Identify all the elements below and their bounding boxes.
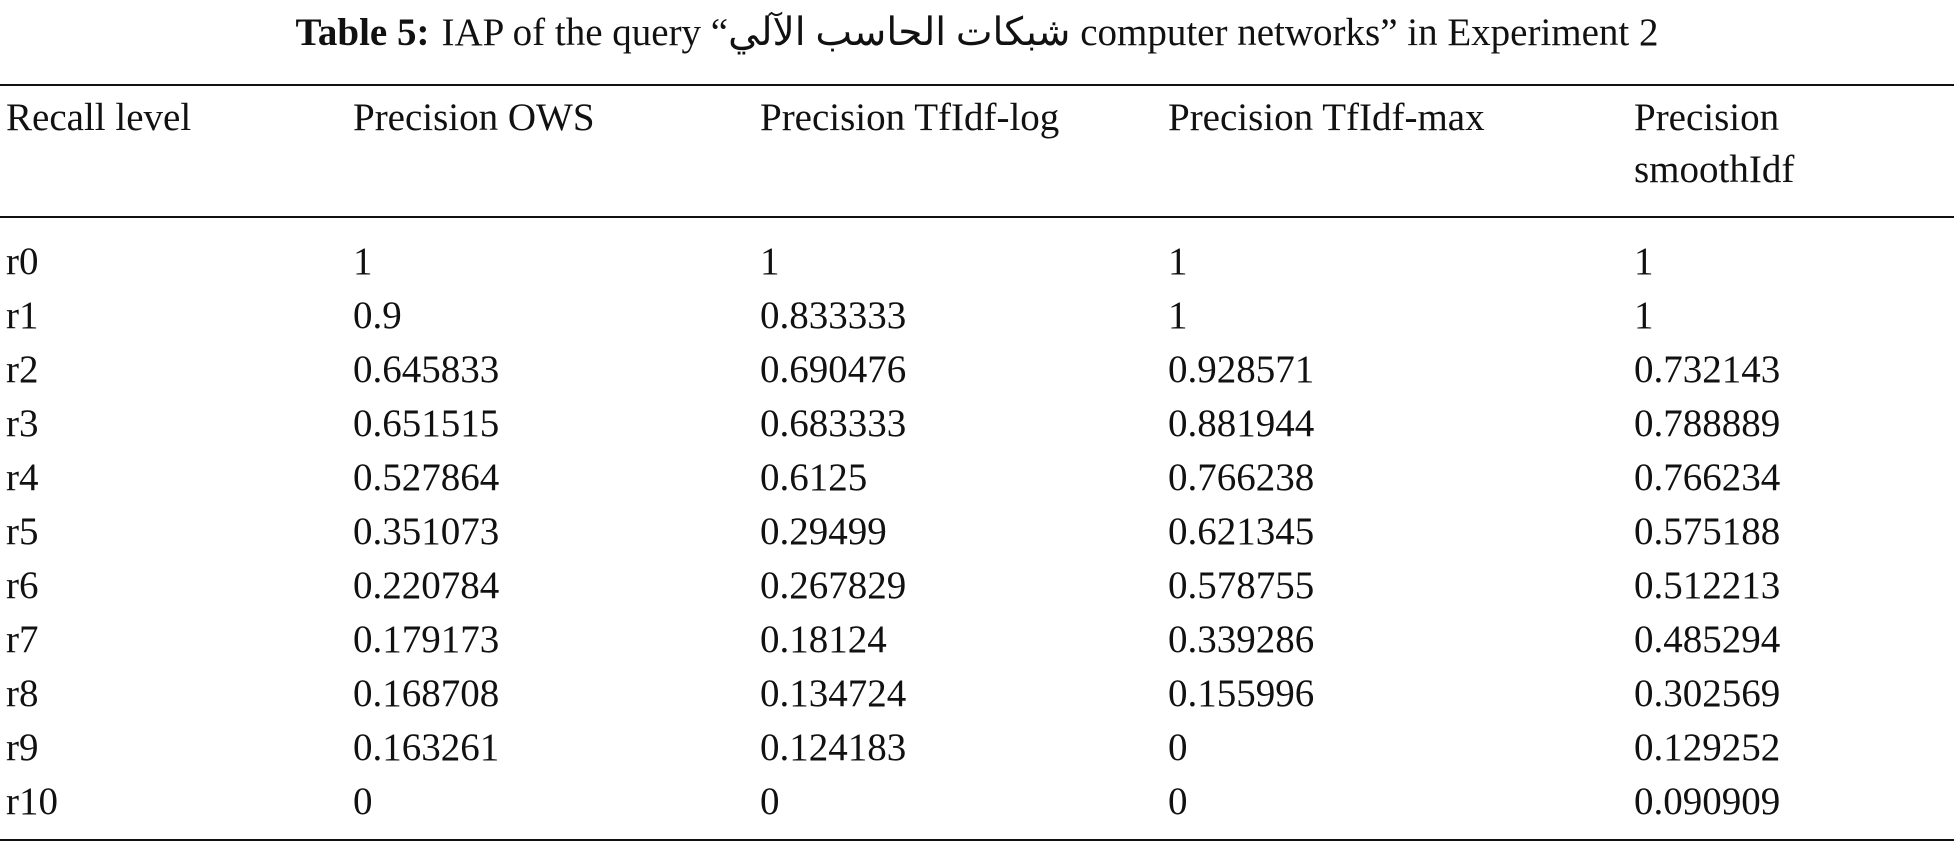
table-cell: 1 (1634, 294, 1654, 337)
table-cell: 0.645833 (353, 348, 500, 391)
table-cell: 0.928571 (1168, 348, 1315, 391)
table-cell: 0.163261 (353, 726, 500, 769)
bottom-rule (0, 839, 1954, 841)
table-cell: 0.575188 (1634, 510, 1781, 553)
table-cell: 0.621345 (1168, 510, 1315, 553)
row-label: r5 (6, 510, 39, 553)
table-cell: 0.351073 (353, 510, 500, 553)
table-cell: 0.683333 (760, 402, 907, 445)
table-cell: 0.485294 (1634, 618, 1781, 661)
table-cell: 0.168708 (353, 672, 500, 715)
row-label: r10 (6, 780, 58, 823)
caption-text: IAP of the query “شبكات الحاسب الآلي com… (441, 11, 1659, 54)
row-label: r4 (6, 456, 39, 499)
table-cell: 0.29499 (760, 510, 887, 553)
table-cell: 0.578755 (1168, 564, 1315, 607)
table-cell: 0.527864 (353, 456, 500, 499)
caption-label: Table 5: (295, 11, 430, 54)
table-cell: 1 (1168, 294, 1188, 337)
header-rule (0, 216, 1954, 218)
table-cell: 1 (1634, 240, 1654, 283)
table-cell: 0 (1168, 726, 1188, 769)
table-cell: 0.732143 (1634, 348, 1781, 391)
table-cell: 0.651515 (353, 402, 500, 445)
row-label: r8 (6, 672, 39, 715)
row-label: r1 (6, 294, 39, 337)
table-cell: 0.512213 (1634, 564, 1781, 607)
table-cell: 0.833333 (760, 294, 907, 337)
row-label: r2 (6, 348, 39, 391)
column-header: Precision smoothIdf (1634, 96, 1795, 191)
table-cell: 0.124183 (760, 726, 907, 769)
row-label: r7 (6, 618, 39, 661)
column-header: Recall level (6, 96, 192, 139)
table-cell: 0 (353, 780, 373, 823)
table-cell: 0.155996 (1168, 672, 1315, 715)
table-caption: Table 5: IAP of the query “شبكات الحاسب ا… (0, 10, 1954, 55)
table-cell: 1 (1168, 240, 1188, 283)
top-rule (0, 84, 1954, 86)
column-header: Precision OWS (353, 96, 595, 139)
table-cell: 0.6125 (760, 456, 868, 499)
row-label: r6 (6, 564, 39, 607)
table-cell: 0.9 (353, 294, 402, 337)
table-cell: 0.788889 (1634, 402, 1781, 445)
table-cell: 0.766238 (1168, 456, 1315, 499)
table-cell: 0.339286 (1168, 618, 1315, 661)
row-label: r0 (6, 240, 39, 283)
table-cell: 0.179173 (353, 618, 500, 661)
table-cell: 0.690476 (760, 348, 907, 391)
table-cell: 0.881944 (1168, 402, 1315, 445)
column-header: Precision TfIdf-max (1168, 96, 1485, 139)
column-header: Precision TfIdf-log (760, 96, 1060, 139)
table-cell: 0.302569 (1634, 672, 1781, 715)
table-cell: 1 (760, 240, 780, 283)
table-cell: 0.267829 (760, 564, 907, 607)
table-cell: 0.766234 (1634, 456, 1781, 499)
row-label: r3 (6, 402, 39, 445)
table-cell: 0 (1168, 780, 1188, 823)
table-cell: 0 (760, 780, 780, 823)
table-cell: 0.090909 (1634, 780, 1781, 823)
table-cell: 0.134724 (760, 672, 907, 715)
table-cell: 0.220784 (353, 564, 500, 607)
row-label: r9 (6, 726, 39, 769)
table-cell: 0.129252 (1634, 726, 1781, 769)
table-cell: 0.18124 (760, 618, 887, 661)
table-cell: 1 (353, 240, 373, 283)
